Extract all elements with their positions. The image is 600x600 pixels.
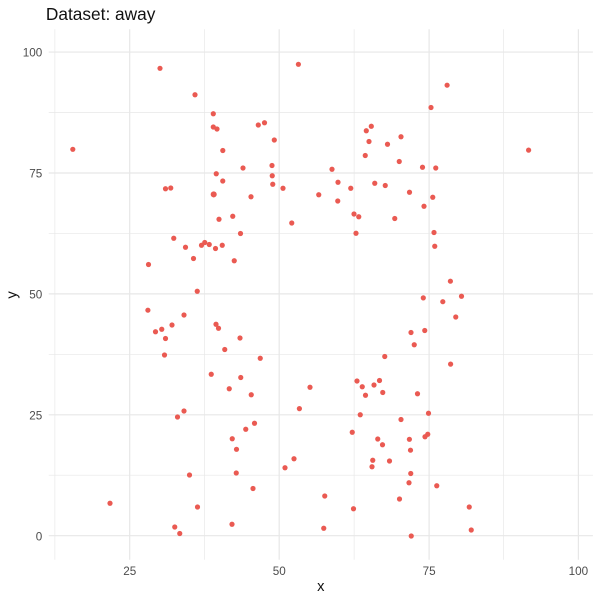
svg-text:75: 75 (29, 168, 43, 181)
svg-text:100: 100 (569, 565, 589, 578)
svg-text:y: y (5, 291, 21, 299)
svg-text:50: 50 (29, 289, 43, 302)
svg-text:0: 0 (36, 530, 43, 543)
svg-text:75: 75 (423, 565, 437, 578)
svg-text:50: 50 (273, 565, 287, 578)
svg-text:25: 25 (123, 565, 137, 578)
svg-text:x: x (317, 579, 325, 595)
svg-text:100: 100 (23, 47, 43, 60)
svg-text:25: 25 (29, 409, 43, 422)
svg-text:Dataset: away: Dataset: away (46, 4, 156, 24)
